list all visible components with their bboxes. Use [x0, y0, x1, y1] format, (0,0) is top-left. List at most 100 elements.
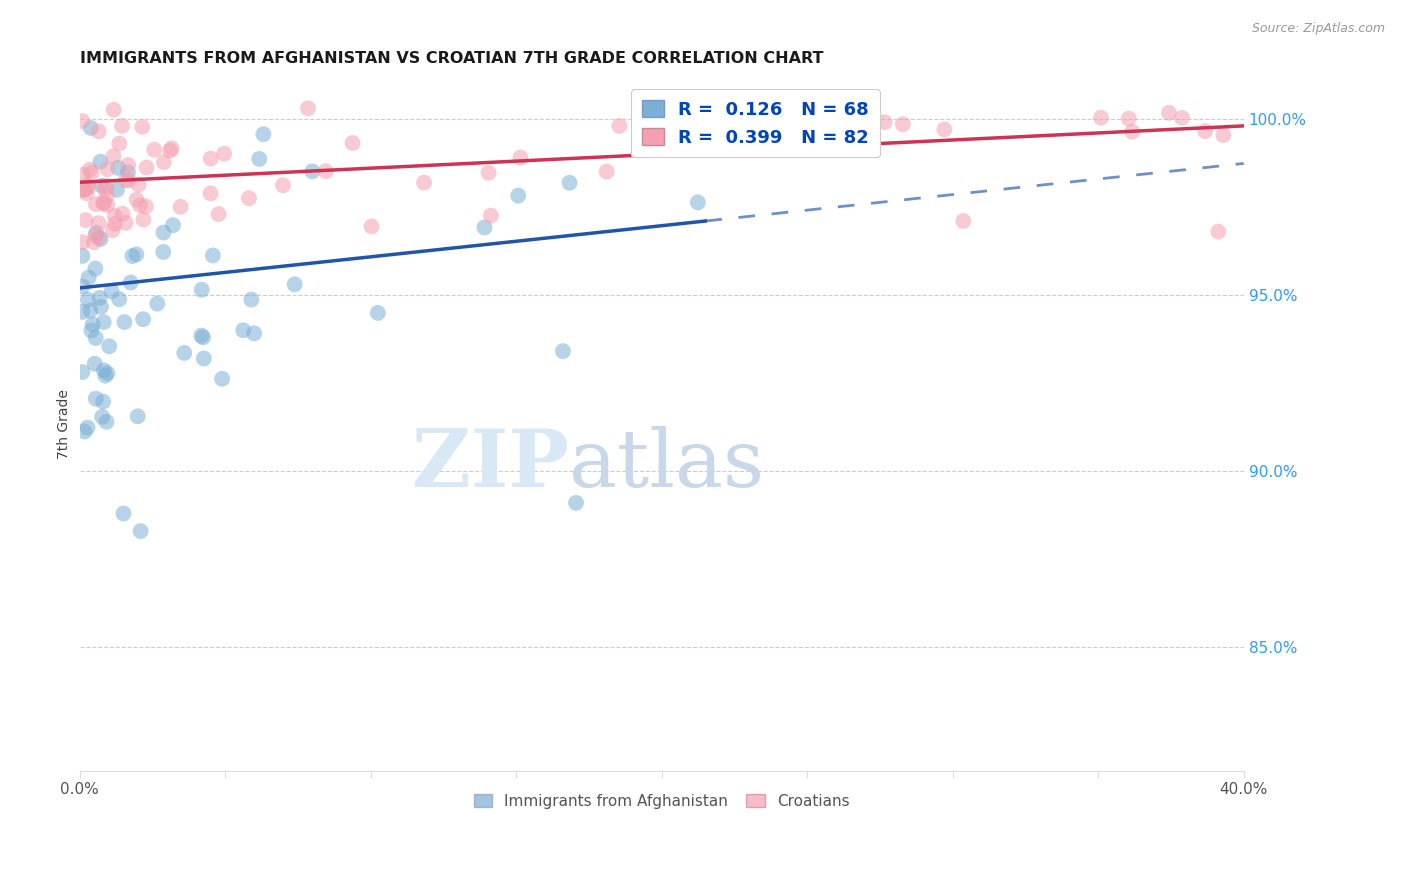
Point: [1157, 105, 1180, 120]
Point: [72, 249, 94, 263]
Point: [193, 351, 215, 366]
Point: [607, 119, 630, 133]
Point: [479, 209, 502, 223]
Point: [75, 182, 97, 196]
Point: [91, 409, 114, 424]
Point: [873, 115, 896, 129]
Point: [301, 164, 323, 178]
Point: [1090, 111, 1112, 125]
Point: [1171, 111, 1194, 125]
Point: [952, 214, 974, 228]
Point: [117, 158, 139, 172]
Point: [127, 409, 149, 424]
Point: [93, 196, 115, 211]
Point: [87, 231, 110, 245]
Point: [72, 235, 94, 249]
Point: [212, 146, 235, 161]
Point: [84, 197, 107, 211]
Point: [72, 183, 94, 197]
Point: [238, 191, 260, 205]
Point: [129, 524, 152, 538]
Point: [834, 115, 856, 129]
Point: [315, 164, 337, 178]
Point: [72, 365, 94, 379]
Text: IMMIGRANTS FROM AFGHANISTAN VS CROATIAN 7TH GRADE CORRELATION CHART: IMMIGRANTS FROM AFGHANISTAN VS CROATIAN …: [80, 51, 823, 66]
Point: [474, 220, 496, 235]
Point: [160, 141, 183, 155]
Point: [1121, 125, 1143, 139]
Point: [360, 219, 382, 234]
Point: [271, 178, 294, 193]
Point: [120, 276, 142, 290]
Point: [96, 415, 118, 429]
Point: [686, 195, 709, 210]
Point: [367, 306, 389, 320]
Point: [173, 346, 195, 360]
Point: [96, 188, 118, 202]
Point: [104, 217, 127, 231]
Point: [76, 178, 98, 193]
Point: [72, 114, 94, 128]
Point: [243, 326, 266, 341]
Point: [595, 164, 617, 178]
Point: [891, 117, 914, 131]
Point: [190, 328, 212, 343]
Point: [100, 285, 122, 299]
Point: [98, 339, 121, 353]
Point: [201, 248, 224, 262]
Point: [477, 166, 499, 180]
Point: [633, 137, 655, 152]
Point: [200, 152, 222, 166]
Point: [89, 291, 111, 305]
Point: [93, 363, 115, 377]
Point: [1212, 128, 1234, 142]
Point: [135, 161, 157, 175]
Point: [107, 161, 129, 175]
Point: [94, 368, 117, 383]
Point: [240, 293, 263, 307]
Point: [111, 119, 134, 133]
Point: [84, 261, 107, 276]
Point: [104, 209, 127, 223]
Point: [190, 283, 212, 297]
Point: [87, 216, 110, 230]
Point: [76, 420, 98, 434]
Text: atlas: atlas: [568, 426, 763, 504]
Point: [111, 207, 134, 221]
Point: [207, 207, 229, 221]
Point: [162, 218, 184, 232]
Point: [90, 178, 112, 193]
Point: [509, 151, 531, 165]
Point: [96, 179, 118, 194]
Point: [83, 357, 105, 371]
Point: [83, 235, 105, 249]
Point: [169, 200, 191, 214]
Point: [200, 186, 222, 201]
Point: [1208, 225, 1230, 239]
Point: [82, 318, 104, 332]
Point: [117, 165, 139, 179]
Point: [342, 136, 364, 150]
Point: [80, 120, 103, 135]
Point: [152, 226, 174, 240]
Point: [96, 366, 118, 380]
Point: [79, 162, 101, 177]
Point: [146, 296, 169, 310]
Point: [125, 247, 148, 261]
Point: [135, 199, 157, 213]
Point: [1118, 112, 1140, 126]
Point: [247, 152, 270, 166]
Point: [284, 277, 307, 292]
Point: [77, 270, 100, 285]
Point: [551, 344, 574, 359]
Point: [143, 143, 166, 157]
Point: [112, 315, 135, 329]
Point: [90, 232, 112, 246]
Point: [159, 144, 181, 158]
Text: ZIP: ZIP: [412, 426, 568, 504]
Point: [799, 114, 821, 128]
Point: [132, 212, 155, 227]
Point: [93, 195, 115, 210]
Point: [153, 155, 176, 169]
Point: [108, 293, 131, 307]
